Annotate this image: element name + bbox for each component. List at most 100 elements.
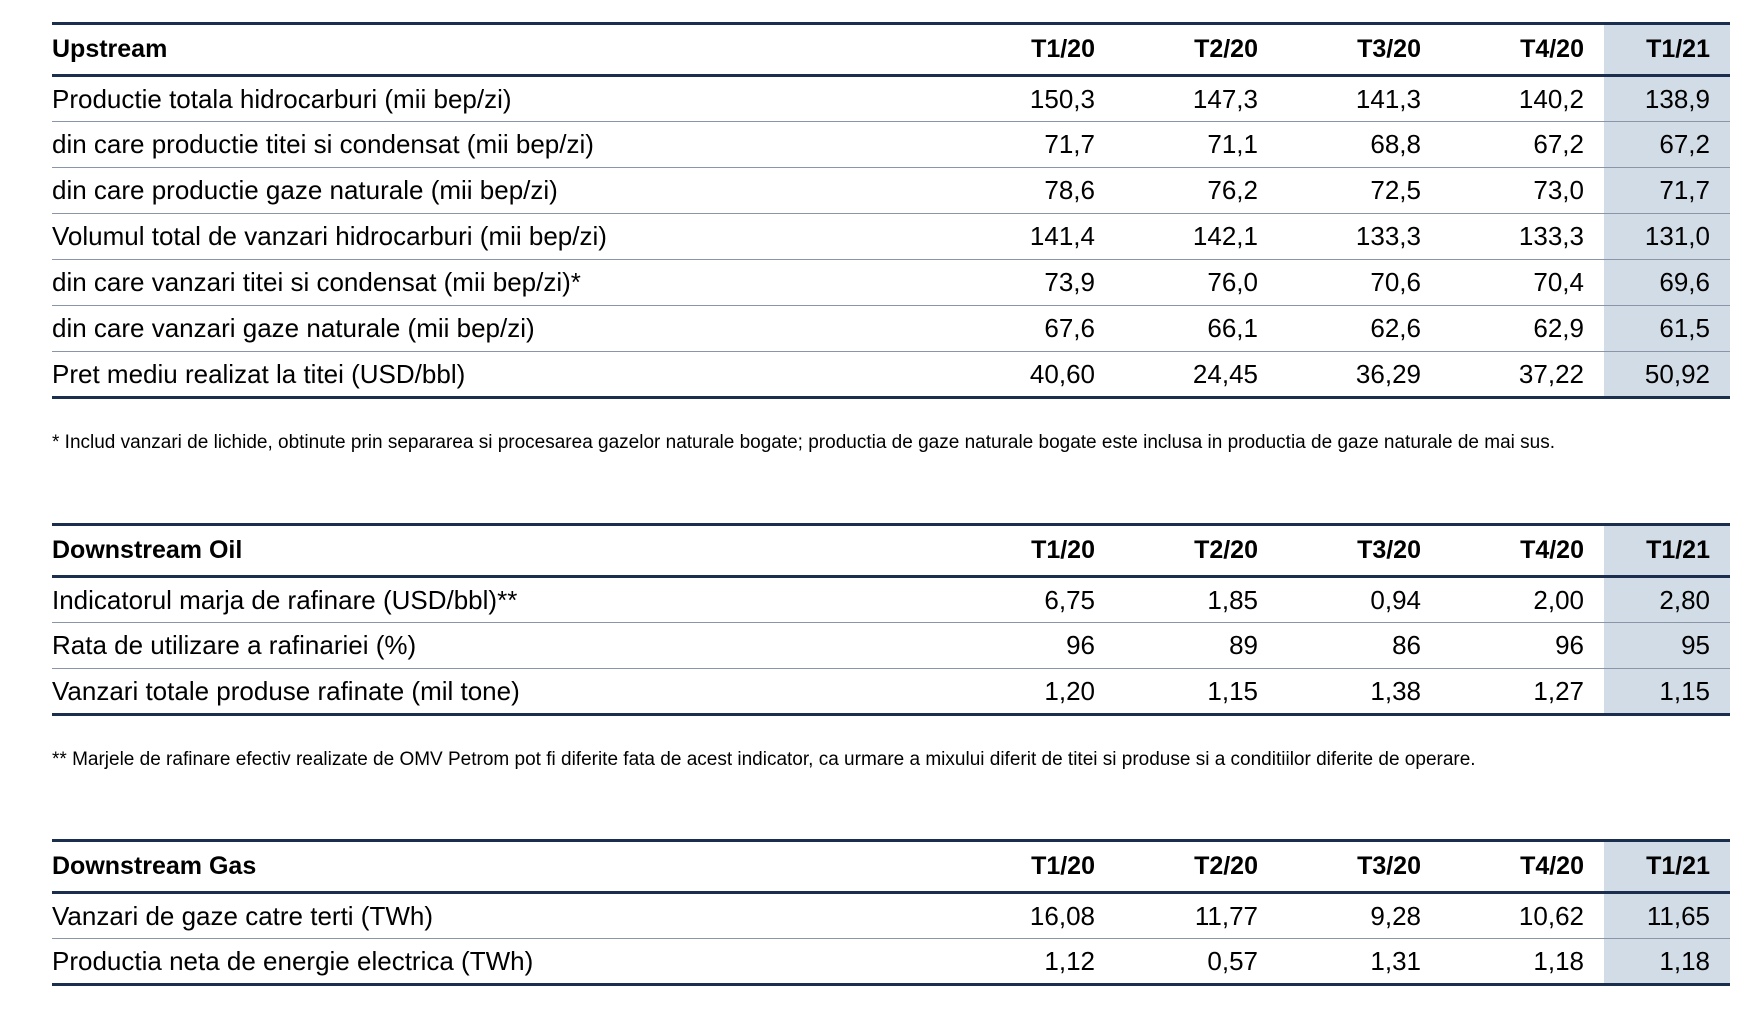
table-row: din care vanzari titei si condensat (mii… — [52, 259, 1730, 306]
cell-value: 89 — [1115, 622, 1278, 669]
table-row: Vanzari de gaze catre terti (TWh) 16,08 … — [52, 892, 1730, 939]
cell-value: 0,94 — [1278, 576, 1441, 623]
upstream-section: Upstream T1/20 T2/20 T3/20 T4/20 T1/21 P… — [52, 22, 1730, 399]
cell-value: 16,08 — [952, 892, 1115, 939]
column-header: T3/20 — [1278, 22, 1441, 77]
column-header: T1/20 — [952, 839, 1115, 894]
cell-value: 133,3 — [1441, 213, 1604, 260]
table-row: din care productie gaze naturale (mii be… — [52, 167, 1730, 214]
cell-value-highlighted: 138,9 — [1604, 75, 1730, 122]
cell-value-highlighted: 50,92 — [1604, 351, 1730, 399]
cell-value: 1,27 — [1441, 668, 1604, 716]
row-label: Volumul total de vanzari hidrocarburi (m… — [52, 213, 952, 260]
cell-value: 40,60 — [952, 351, 1115, 399]
cell-value: 141,3 — [1278, 75, 1441, 122]
cell-value: 150,3 — [952, 75, 1115, 122]
cell-value: 76,0 — [1115, 259, 1278, 306]
table-row: din care vanzari gaze naturale (mii bep/… — [52, 305, 1730, 352]
row-label: Pret mediu realizat la titei (USD/bbl) — [52, 351, 952, 399]
table-header-row: Upstream T1/20 T2/20 T3/20 T4/20 T1/21 — [52, 22, 1730, 77]
row-label: Productia neta de energie electrica (TWh… — [52, 938, 952, 986]
cell-value-highlighted: 11,65 — [1604, 892, 1730, 939]
cell-value: 73,0 — [1441, 167, 1604, 214]
column-header: T2/20 — [1115, 839, 1278, 894]
section-title: Downstream Gas — [52, 839, 952, 894]
cell-value: 37,22 — [1441, 351, 1604, 399]
cell-value: 73,9 — [952, 259, 1115, 306]
upstream-table: Upstream T1/20 T2/20 T3/20 T4/20 T1/21 P… — [52, 22, 1730, 399]
table-header-row: Downstream Oil T1/20 T2/20 T3/20 T4/20 T… — [52, 523, 1730, 578]
cell-value: 0,57 — [1115, 938, 1278, 986]
row-label: Productie totala hidrocarburi (mii bep/z… — [52, 75, 952, 122]
cell-value: 1,18 — [1441, 938, 1604, 986]
cell-value: 1,20 — [952, 668, 1115, 716]
cell-value: 11,77 — [1115, 892, 1278, 939]
cell-value: 67,6 — [952, 305, 1115, 352]
cell-value: 6,75 — [952, 576, 1115, 623]
cell-value: 10,62 — [1441, 892, 1604, 939]
cell-value: 24,45 — [1115, 351, 1278, 399]
downstream-gas-section: Downstream Gas T1/20 T2/20 T3/20 T4/20 T… — [52, 839, 1730, 986]
cell-value: 71,7 — [952, 121, 1115, 168]
cell-value: 62,6 — [1278, 305, 1441, 352]
cell-value: 86 — [1278, 622, 1441, 669]
table-row: Vanzari totale produse rafinate (mil ton… — [52, 668, 1730, 716]
cell-value: 78,6 — [952, 167, 1115, 214]
table-header-row: Downstream Gas T1/20 T2/20 T3/20 T4/20 T… — [52, 839, 1730, 894]
cell-value: 140,2 — [1441, 75, 1604, 122]
cell-value: 1,85 — [1115, 576, 1278, 623]
column-header-highlighted: T1/21 — [1604, 523, 1730, 578]
cell-value-highlighted: 71,7 — [1604, 167, 1730, 214]
cell-value: 67,2 — [1441, 121, 1604, 168]
cell-value: 147,3 — [1115, 75, 1278, 122]
cell-value: 76,2 — [1115, 167, 1278, 214]
section-title: Downstream Oil — [52, 523, 952, 578]
cell-value-highlighted: 1,15 — [1604, 668, 1730, 716]
row-label: Vanzari de gaze catre terti (TWh) — [52, 892, 952, 939]
cell-value: 72,5 — [1278, 167, 1441, 214]
table-row: Volumul total de vanzari hidrocarburi (m… — [52, 213, 1730, 260]
cell-value: 96 — [952, 622, 1115, 669]
column-header: T1/20 — [952, 22, 1115, 77]
downstream-oil-footnote: ** Marjele de rafinare efectiv realizate… — [52, 749, 1476, 770]
cell-value: 70,4 — [1441, 259, 1604, 306]
downstream-oil-table: Downstream Oil T1/20 T2/20 T3/20 T4/20 T… — [52, 523, 1730, 716]
table-row: Rata de utilizare a rafinariei (%) 96 89… — [52, 622, 1730, 669]
column-header: T3/20 — [1278, 523, 1441, 578]
cell-value: 71,1 — [1115, 121, 1278, 168]
cell-value-highlighted: 69,6 — [1604, 259, 1730, 306]
row-label: din care vanzari gaze naturale (mii bep/… — [52, 305, 952, 352]
row-label: din care vanzari titei si condensat (mii… — [52, 259, 952, 306]
cell-value-highlighted: 61,5 — [1604, 305, 1730, 352]
row-label: Indicatorul marja de rafinare (USD/bbl)*… — [52, 576, 952, 623]
downstream-gas-table: Downstream Gas T1/20 T2/20 T3/20 T4/20 T… — [52, 839, 1730, 986]
table-row: Productie totala hidrocarburi (mii bep/z… — [52, 75, 1730, 122]
column-header: T4/20 — [1441, 523, 1604, 578]
downstream-oil-section: Downstream Oil T1/20 T2/20 T3/20 T4/20 T… — [52, 523, 1730, 716]
column-header: T1/20 — [952, 523, 1115, 578]
cell-value: 142,1 — [1115, 213, 1278, 260]
table-row: din care productie titei si condensat (m… — [52, 121, 1730, 168]
column-header-highlighted: T1/21 — [1604, 22, 1730, 77]
cell-value: 36,29 — [1278, 351, 1441, 399]
column-header: T3/20 — [1278, 839, 1441, 894]
cell-value: 1,12 — [952, 938, 1115, 986]
cell-value: 62,9 — [1441, 305, 1604, 352]
upstream-footnote: * Includ vanzari de lichide, obtinute pr… — [52, 432, 1556, 453]
cell-value: 68,8 — [1278, 121, 1441, 168]
cell-value-highlighted: 131,0 — [1604, 213, 1730, 260]
cell-value-highlighted: 95 — [1604, 622, 1730, 669]
cell-value: 2,00 — [1441, 576, 1604, 623]
row-label: din care productie gaze naturale (mii be… — [52, 167, 952, 214]
cell-value: 133,3 — [1278, 213, 1441, 260]
column-header: T4/20 — [1441, 22, 1604, 77]
column-header-highlighted: T1/21 — [1604, 839, 1730, 894]
cell-value: 70,6 — [1278, 259, 1441, 306]
cell-value-highlighted: 1,18 — [1604, 938, 1730, 986]
cell-value-highlighted: 67,2 — [1604, 121, 1730, 168]
cell-value-highlighted: 2,80 — [1604, 576, 1730, 623]
row-label: Rata de utilizare a rafinariei (%) — [52, 622, 952, 669]
table-row: Pret mediu realizat la titei (USD/bbl) 4… — [52, 351, 1730, 399]
cell-value: 9,28 — [1278, 892, 1441, 939]
table-row: Productia neta de energie electrica (TWh… — [52, 938, 1730, 986]
